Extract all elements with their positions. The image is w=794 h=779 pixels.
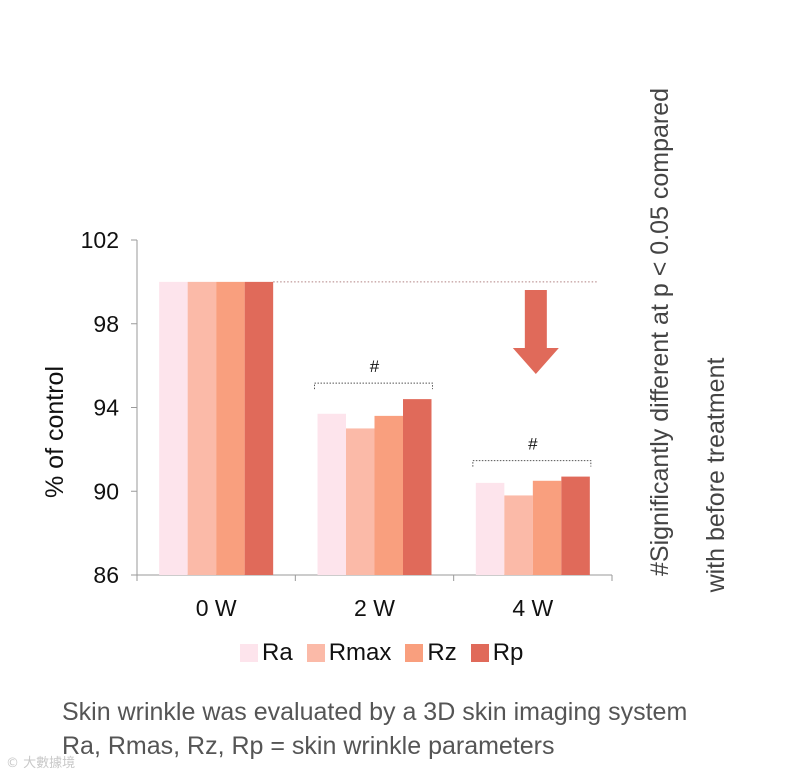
bar-rmax-4w — [504, 495, 533, 575]
bar-rmax-0w — [187, 281, 217, 575]
significance-note-line1: #Significantly different at p < 0.05 com… — [646, 88, 674, 576]
legend-item-rmax: Rmax — [306, 639, 392, 667]
bar-rp-4w — [561, 476, 590, 575]
bar-rp-2w — [403, 399, 432, 575]
legend-swatch — [306, 644, 325, 662]
y-tick-label: 90 — [93, 478, 119, 504]
y-tick-label: 98 — [93, 311, 119, 337]
bar-rz-4w — [532, 480, 562, 575]
caption-line-2: Ra, Rmas, Rz, Rp = skin wrinkle paramete… — [62, 732, 555, 760]
x-tick-label: 0 W — [196, 595, 237, 621]
bar-rz-2w — [374, 415, 403, 575]
x-tick-label: 2 W — [354, 595, 395, 621]
bar-ra-0w — [159, 281, 188, 575]
legend-item-rp: Rp — [470, 639, 524, 667]
legend-label: Rz — [427, 639, 457, 666]
bar-rp-0w — [244, 281, 274, 575]
significance-bracket — [472, 460, 592, 467]
legend-label: Ra — [262, 639, 293, 666]
legend-label: Rp — [492, 639, 524, 666]
caption: Skin wrinkle was evaluated by a 3D skin … — [62, 695, 687, 763]
legend-label: Rmax — [328, 639, 392, 666]
caption-line-1: Skin wrinkle was evaluated by a 3D skin … — [62, 698, 688, 726]
bars — [159, 281, 590, 575]
down-arrow-icon — [512, 290, 559, 374]
y-tick-label: 94 — [93, 395, 119, 421]
significance-bracket — [314, 382, 433, 390]
x-tick-label: 4 W — [512, 595, 553, 621]
legend-swatch — [405, 644, 424, 662]
axes: 86 90 94 98 102 0 W 2 W 4 W — [81, 227, 613, 621]
legend-item-rz: Rz — [405, 639, 457, 667]
significance-mark: # — [528, 435, 538, 454]
y-tick-label: 102 — [81, 227, 119, 253]
y-tick-label: 86 — [93, 562, 119, 588]
legend: Ra Rmax Rz Rp — [240, 638, 529, 668]
bar-rz-0w — [216, 281, 245, 575]
y-axis-title: % of control — [41, 366, 69, 498]
legend-swatch — [470, 644, 489, 662]
annotations: ## — [273, 281, 597, 467]
bar-ra-4w — [475, 482, 505, 575]
significance-note-line2: with before treatment — [702, 358, 730, 594]
bar-rmax-2w — [346, 428, 375, 575]
significance-mark: # — [370, 357, 380, 376]
bar-ra-2w — [317, 413, 346, 575]
legend-swatch — [240, 644, 258, 662]
watermark: © 大數據境 — [6, 756, 76, 771]
legend-item-ra: Ra — [240, 639, 293, 667]
